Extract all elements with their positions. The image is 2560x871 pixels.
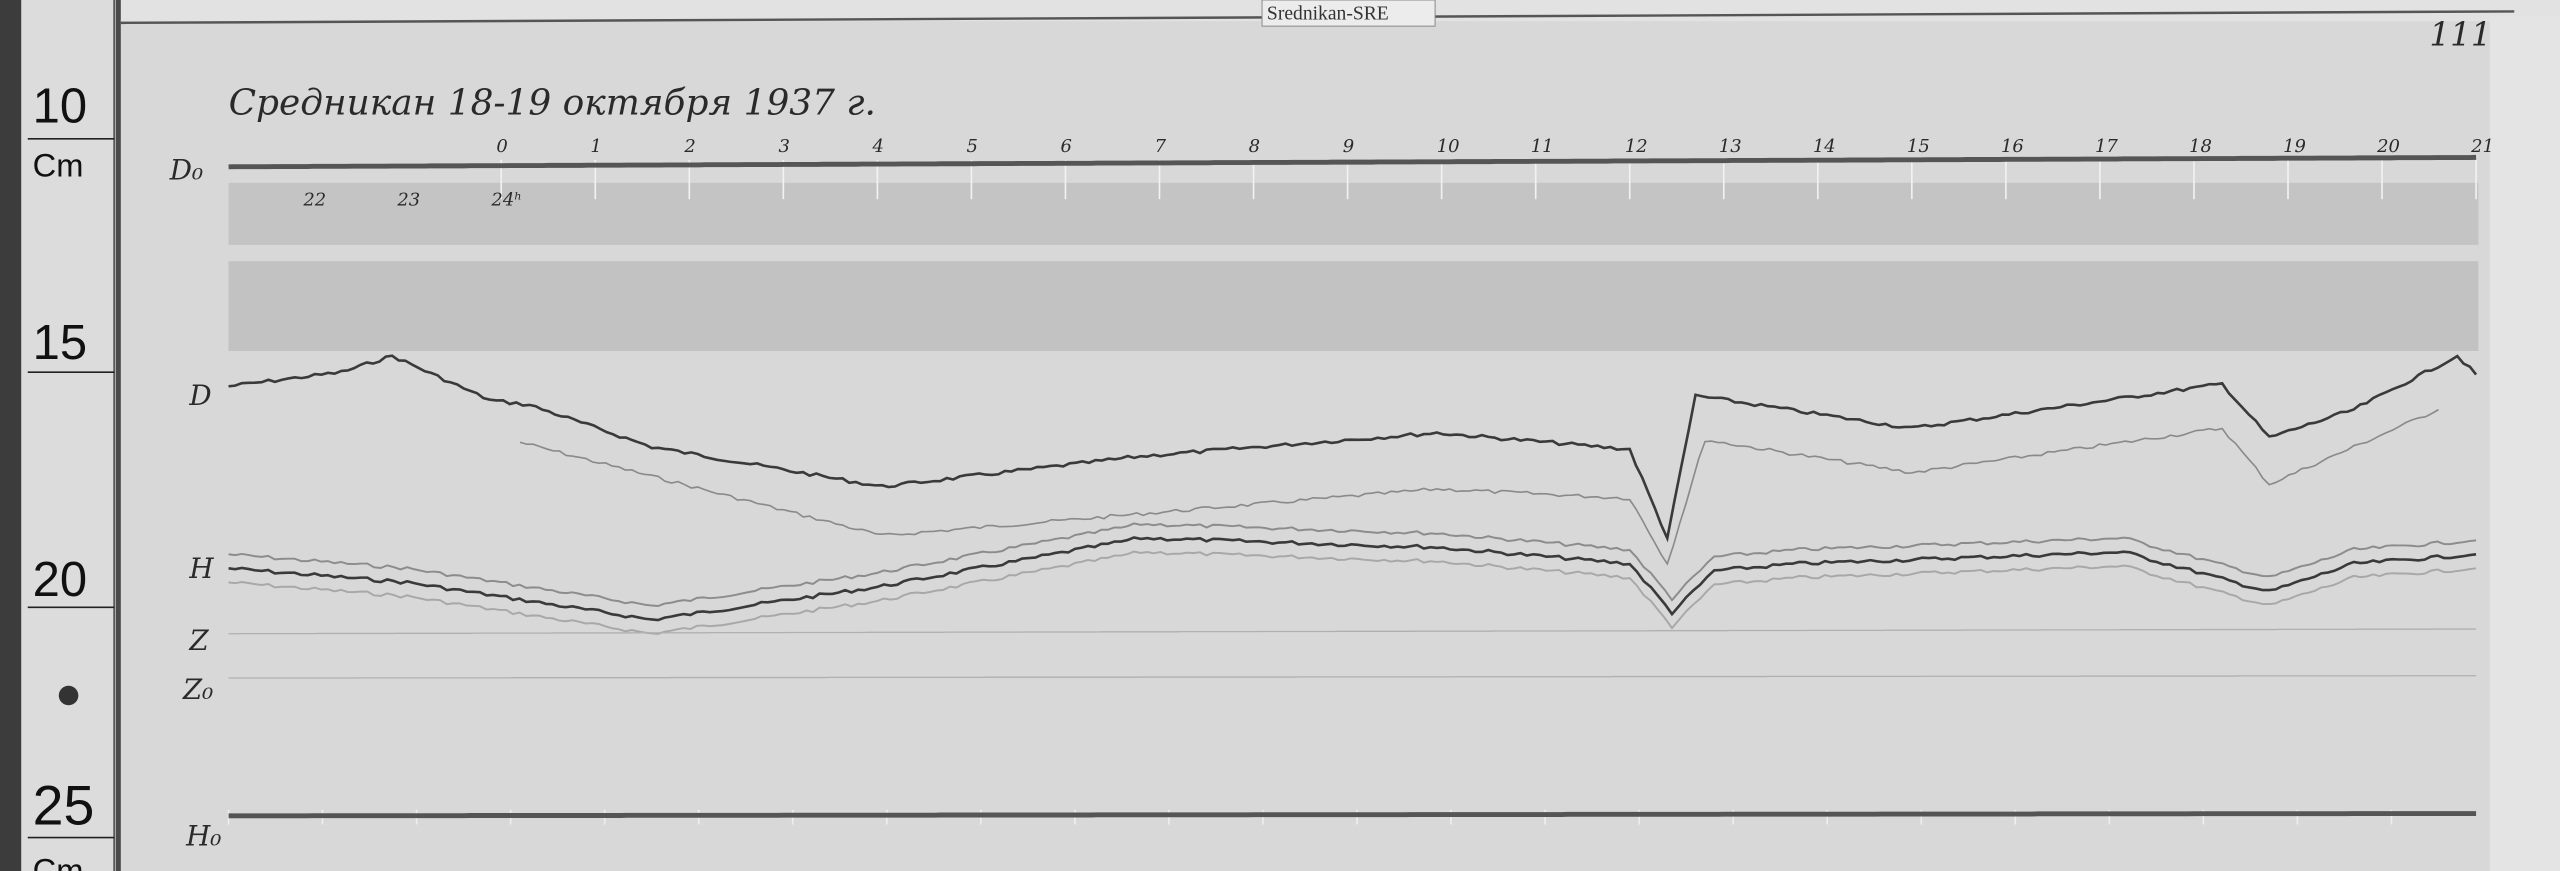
hour-tick-label: 11 xyxy=(1531,136,1554,157)
hour-tick-label: 1 xyxy=(590,136,601,157)
paper xyxy=(120,19,2521,871)
trace-H-upper xyxy=(228,522,2477,608)
exposure-band xyxy=(228,182,2479,245)
prev-day-tick-label: 24ʰ xyxy=(490,190,522,211)
hour-tick-label: 15 xyxy=(1907,136,1930,157)
hour-tick-label: 20 xyxy=(2376,136,2400,157)
prev-day-tick-label: 23 xyxy=(396,190,420,211)
dark-edge xyxy=(0,0,22,871)
hour-tick-label: 10 xyxy=(1437,136,1460,157)
label-Z: Z xyxy=(188,624,209,657)
hour-tick-label: 12 xyxy=(1625,136,1648,157)
hour-tick-label: 14 xyxy=(1813,136,1836,157)
hour-tick-label: 8 xyxy=(1249,136,1260,157)
label-Z0: Z₀ xyxy=(182,673,213,706)
label-H: H xyxy=(188,552,214,585)
ruler-lines xyxy=(27,137,115,839)
trace-H-lower xyxy=(228,550,2477,635)
ruler xyxy=(21,0,116,871)
prev-day-tick-label: 22 xyxy=(302,190,326,211)
ruler-mark-20: 20 xyxy=(33,553,87,607)
hour-tick-label: 0 xyxy=(496,136,507,157)
trace-Z-faint xyxy=(228,628,2477,635)
ruler-unit-bottom: Cm xyxy=(33,852,84,871)
hour-tick-label: 3 xyxy=(778,136,789,157)
hour-tick-label: 4 xyxy=(871,136,883,157)
hour-tick-label: 21 xyxy=(2470,136,2494,157)
ruler-mark-15: 15 xyxy=(33,316,87,370)
hour-tick-label: 2 xyxy=(683,136,695,157)
traces xyxy=(228,154,2478,819)
hour-tick-label: 9 xyxy=(1343,136,1354,157)
hour-tick-label: 16 xyxy=(2001,136,2024,157)
label-D: D xyxy=(188,379,211,412)
hour-tick-label: 6 xyxy=(1061,136,1072,157)
hour-tick-label: 17 xyxy=(2095,136,2118,157)
hour-tick-label: 7 xyxy=(1155,136,1167,157)
trace-H0-baseline xyxy=(228,811,2477,819)
hour-tick-label: 19 xyxy=(2283,136,2306,157)
trace-D0-baseline xyxy=(228,154,2477,170)
trace-H-dark xyxy=(228,536,2477,622)
trace-Z0-faint xyxy=(228,675,2477,679)
station-tag xyxy=(1261,0,1436,27)
ruler-mark-25: 25 xyxy=(33,774,95,836)
hour-tick-label: 18 xyxy=(2189,136,2212,157)
chart-title: Средникан 18-19 октября 1937 г. xyxy=(229,82,876,123)
label-H0: H₀ xyxy=(185,820,221,853)
ruler-mark-10: 10 xyxy=(33,79,87,133)
trace-D-light xyxy=(519,408,2439,566)
sheet-number: 111 xyxy=(2429,16,2491,54)
exposure-band xyxy=(228,261,2479,352)
label-D0: D₀ xyxy=(169,154,203,187)
hour-tick-label: 13 xyxy=(1719,136,1742,157)
ruler-unit: Cm xyxy=(33,146,84,183)
hour-tick-label: 5 xyxy=(967,136,978,157)
station-tag-text: Srednikan-SRE xyxy=(1267,4,1389,25)
trace-D-dark xyxy=(228,354,2478,543)
pin-hole xyxy=(58,685,79,706)
